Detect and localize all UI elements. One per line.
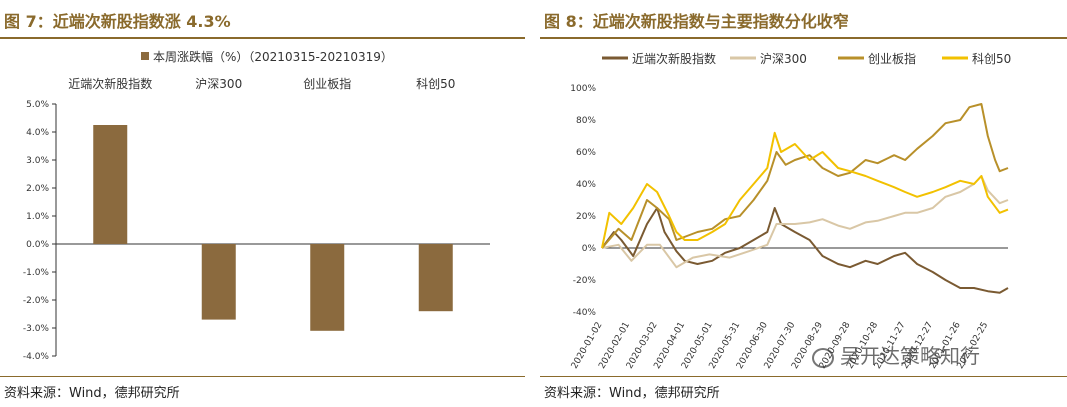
line-y-tick-label: -40% <box>573 308 597 318</box>
line-legend-label-1: 沪深300 <box>760 52 807 66</box>
left-source-note: 资料来源：Wind，德邦研究所 <box>4 386 180 401</box>
bar-y-tick-label: 2.0% <box>26 184 49 194</box>
bar-legend-label: 本周涨跌幅（%）（20210315-20210319） <box>153 49 393 64</box>
line-y-tick-label: 40% <box>576 180 596 190</box>
bar-chart: 本周涨跌幅（%）（20210315-20210319） 5.0% 4.0% 3.0% 2… <box>23 49 490 362</box>
line-series-2 <box>601 103 1009 249</box>
line-y-tick-label: 100% <box>570 84 596 94</box>
bar-legend-swatch <box>141 52 149 60</box>
line-y-tick-label: 80% <box>576 116 596 126</box>
bar-y-tick-label: -3.0% <box>23 324 50 334</box>
bar-2 <box>310 244 345 331</box>
line-legend: 近端次新股指数 沪深300 创业板指 科创50 <box>602 51 1011 66</box>
right-panel: 图 8：近端次新股指数与主要指数分化收窄 近端次新股指数 沪深300 创业板指 科创5… <box>540 0 1067 407</box>
line-y-tick-label: 20% <box>576 212 596 222</box>
bar-y-tick-label: 1.0% <box>26 212 49 222</box>
bar-0 <box>93 125 128 244</box>
left-title-rule <box>0 37 525 39</box>
right-title-rule <box>540 37 1067 39</box>
line-y-tick-label: 0% <box>582 244 597 254</box>
bar-category-label: 近端次新股指数 <box>68 76 152 91</box>
line-y-tick-label: -20% <box>573 276 597 286</box>
bar-y-tick-label: 4.0% <box>26 128 49 138</box>
watermark-text: 吴开达策略知行 <box>840 344 980 368</box>
line-y-tick-label: 60% <box>576 148 596 158</box>
bar-y-tick-label: -4.0% <box>23 352 50 362</box>
right-footer-rule <box>540 376 1067 377</box>
left-footer-rule <box>0 376 525 377</box>
right-source-note: 资料来源：Wind，德邦研究所 <box>544 386 720 401</box>
bar-y-tick-label: 3.0% <box>26 156 49 166</box>
right-chart-title: 图 8：近端次新股指数与主要指数分化收窄 <box>544 12 849 31</box>
bar-1 <box>201 244 236 320</box>
bar-legend: 本周涨跌幅（%）（20210315-20210319） <box>141 49 393 64</box>
bar-y-tick-label: 0.0% <box>26 240 49 250</box>
left-chart-title: 图 7：近端次新股指数涨 4.3% <box>4 12 231 31</box>
bar-y-tick-label: 5.0% <box>26 100 49 110</box>
line-legend-label-3: 科创50 <box>972 52 1011 66</box>
bar-category-label: 创业板指 <box>303 76 351 91</box>
left-panel: 图 7：近端次新股指数涨 4.3% 本周涨跌幅（%）（20210315-2021… <box>0 0 525 407</box>
watermark: 吴开达策略知行 <box>812 340 980 369</box>
line-legend-label-2: 创业板指 <box>868 51 916 66</box>
bar-y-tick-label: -2.0% <box>23 296 50 306</box>
line-series-3 <box>601 131 1009 249</box>
line-legend-label-0: 近端次新股指数 <box>632 51 716 66</box>
line-series-1 <box>601 175 1009 269</box>
bar-category-label: 沪深300 <box>195 77 242 91</box>
line-chart: 近端次新股指数 沪深300 创业板指 科创50 100% 80% 60% 40% 20% 0% -2… <box>570 51 1011 371</box>
bar-3 <box>418 244 453 312</box>
bar-category-label: 科创50 <box>416 77 455 91</box>
line-series-0 <box>601 207 1009 294</box>
wechat-icon <box>812 347 834 368</box>
bar-y-tick-label: -1.0% <box>23 268 50 278</box>
